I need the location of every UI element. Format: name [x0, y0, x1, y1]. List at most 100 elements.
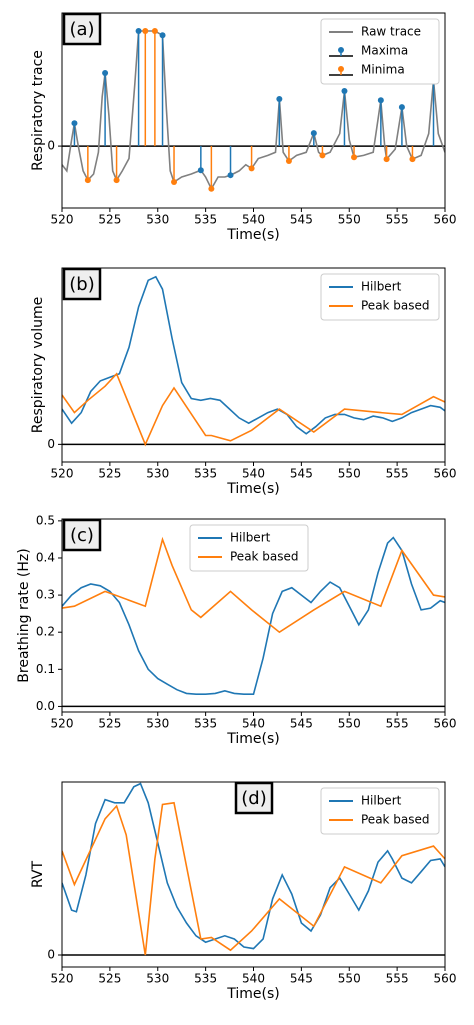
stem-marker	[227, 172, 234, 179]
x-tick-label: 520	[51, 972, 74, 986]
x-axis-label: Time(s)	[226, 227, 279, 243]
y-tick-label: 0	[47, 437, 55, 451]
x-tick-label: 550	[338, 467, 361, 481]
x-tick-label: 560	[434, 213, 457, 227]
stem-marker	[310, 130, 317, 137]
stem-marker	[383, 156, 390, 163]
y-tick-label: 0.3	[36, 588, 55, 602]
x-tick-label: 525	[98, 467, 121, 481]
x-tick-label: 540	[242, 467, 265, 481]
x-tick-label: 550	[338, 972, 361, 986]
y-tick-label: 0	[47, 139, 55, 153]
x-tick-label: 560	[434, 972, 457, 986]
x-tick-label: 560	[434, 467, 457, 481]
stem-marker	[113, 177, 120, 184]
legend-label: Peak based	[230, 550, 299, 564]
stem-marker	[71, 120, 78, 127]
x-tick-label: 530	[146, 213, 169, 227]
x-tick-label: 540	[242, 213, 265, 227]
x-tick-label: 540	[242, 972, 265, 986]
panel-label-box	[234, 781, 274, 815]
x-axis-label: Time(s)	[226, 986, 279, 1002]
legend-box	[320, 18, 440, 85]
panel-label: (d)	[241, 788, 266, 809]
x-tick-label: 560	[434, 717, 457, 731]
legend-swatch	[338, 66, 344, 72]
x-tick-label: 530	[146, 717, 169, 731]
stem-marker	[171, 179, 178, 185]
y-tick-label: 0.2	[36, 625, 55, 639]
series-line	[62, 536, 445, 695]
stem-marker	[151, 27, 158, 34]
panel: 520 525 530 535 540 545 550 555 560 0 Time(s) RVT (d…	[30, 781, 457, 1002]
series-line	[62, 372, 445, 447]
x-tick-label: 545	[290, 717, 313, 731]
x-axis-label: Time(s)	[226, 481, 279, 497]
stem-marker	[102, 70, 109, 77]
legend-label: Hilbert	[361, 794, 402, 808]
series-line	[62, 275, 445, 435]
legend-box	[320, 273, 440, 321]
plot-area	[62, 782, 445, 956]
x-tick-label: 530	[146, 972, 169, 986]
panel-label-box	[62, 267, 102, 301]
plot-area	[62, 275, 445, 447]
stem-marker	[319, 152, 326, 159]
legend-swatch	[338, 47, 344, 53]
x-tick-label: 550	[338, 717, 361, 731]
panel-label: (c)	[70, 525, 94, 546]
plot-area	[62, 536, 445, 695]
legend-label: Hilbert	[230, 531, 271, 545]
x-tick-label: 530	[146, 467, 169, 481]
legend-label: Peak based	[361, 299, 430, 313]
legend-label: Peak based	[361, 813, 430, 827]
legend-label: Maxima	[361, 44, 408, 58]
series-line	[62, 30, 445, 191]
stem-marker	[409, 156, 416, 163]
x-tick-label: 525	[98, 972, 121, 986]
x-tick-label: 555	[386, 972, 409, 986]
y-tick-label: 0.1	[36, 662, 55, 676]
stem-marker	[276, 96, 283, 103]
legend-label: Hilbert	[361, 280, 402, 294]
y-axis-label: Respiratory trace	[30, 50, 46, 171]
series-line	[62, 536, 445, 634]
y-axis-label: Respiratory volume	[30, 297, 46, 434]
y-tick-label: 0.5	[36, 513, 55, 527]
x-tick-label: 535	[194, 213, 217, 227]
x-tick-label: 520	[51, 213, 74, 227]
stem-marker	[377, 97, 384, 104]
x-tick-label: 535	[194, 717, 217, 731]
x-tick-label: 545	[290, 972, 313, 986]
legend-box	[320, 787, 440, 835]
panel: 520 525 530 535 540 545 550 555 560 0 Time(s) Respi…	[30, 12, 457, 243]
panel-label: (b)	[69, 274, 94, 295]
legend-label: Raw trace	[361, 25, 421, 39]
x-tick-label: 535	[194, 467, 217, 481]
x-tick-label: 520	[51, 467, 74, 481]
x-tick-label: 555	[386, 213, 409, 227]
legend-label: Minima	[361, 63, 405, 77]
x-tick-label: 525	[98, 717, 121, 731]
panel-label-box	[62, 518, 102, 552]
stem-marker	[197, 167, 204, 174]
panel: 520 525 530 535 540 545 550 555 560 0 Time(s) Respi…	[30, 267, 457, 497]
series-line	[62, 782, 445, 950]
x-tick-label: 555	[386, 467, 409, 481]
stem-marker	[341, 88, 348, 94]
x-tick-label: 545	[290, 213, 313, 227]
x-tick-label: 525	[98, 213, 121, 227]
y-axis-label: RVT	[30, 861, 46, 889]
plot-area	[62, 27, 445, 192]
stem-marker	[208, 185, 215, 192]
panel-label: (a)	[69, 19, 94, 40]
x-tick-label: 555	[386, 717, 409, 731]
x-tick-label: 535	[194, 972, 217, 986]
legend-box	[189, 524, 309, 572]
stem-marker	[351, 154, 358, 161]
stem-marker	[142, 27, 149, 34]
y-tick-label: 0.4	[36, 550, 55, 564]
series-line	[62, 801, 445, 956]
y-axis-label: Breathing rate (Hz)	[16, 548, 32, 682]
